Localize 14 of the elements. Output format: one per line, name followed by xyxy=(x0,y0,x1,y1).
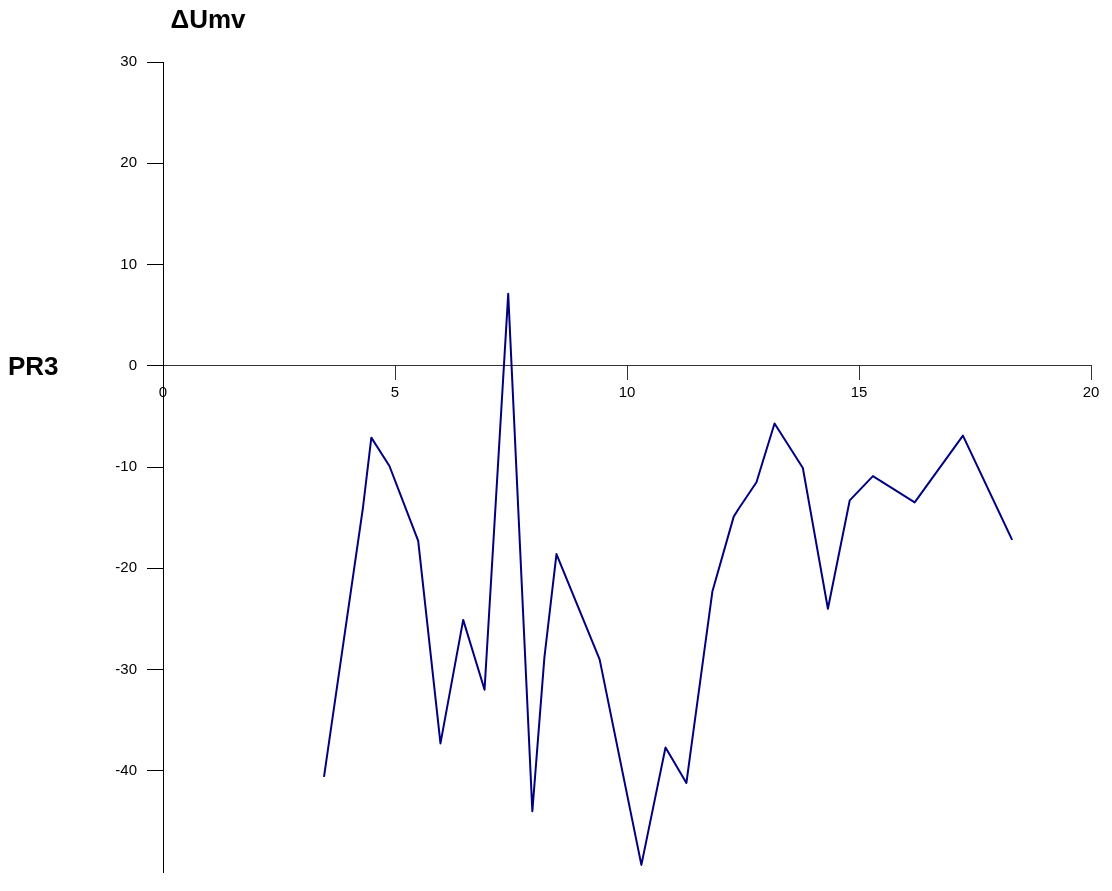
y-tick-label: 30 xyxy=(120,52,137,70)
y-tick-label: -40 xyxy=(115,760,137,778)
x-tick-label: 5 xyxy=(390,382,400,400)
x-tick-label: 20 xyxy=(1082,382,1100,400)
text: PR3 xyxy=(8,350,59,381)
y-tick-label: 10 xyxy=(120,254,137,272)
y-tick-label: -20 xyxy=(115,558,137,576)
y-tick-label: -10 xyxy=(115,457,137,475)
x-tick-label: 10 xyxy=(618,382,636,400)
y-axis-title: ΔUmv xyxy=(170,4,247,35)
y-tick-label: 20 xyxy=(120,153,137,171)
y-tick-label: -30 xyxy=(115,659,137,677)
x-tick-label: 15 xyxy=(850,382,868,400)
y-tick-label: 0 xyxy=(128,355,137,373)
